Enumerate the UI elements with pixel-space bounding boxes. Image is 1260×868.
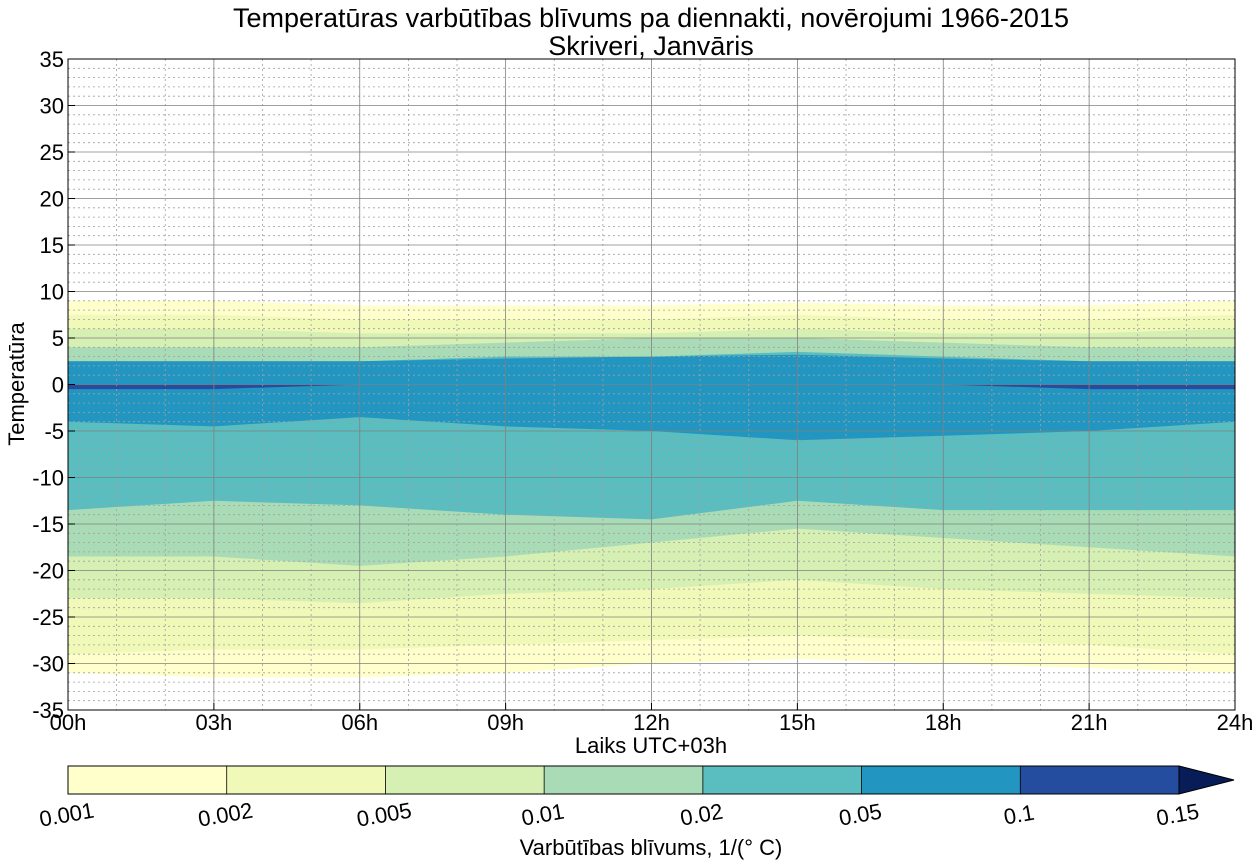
- y-tick-label: -5: [44, 419, 64, 444]
- colorbar-frame: [67, 765, 1180, 795]
- x-tick-label: 09h: [487, 710, 524, 735]
- y-tick-label: -25: [32, 605, 64, 630]
- x-tick-label: 18h: [925, 710, 962, 735]
- x-tick-label: 00h: [50, 710, 87, 735]
- colorbar-tick-label: 0.002: [196, 798, 255, 832]
- y-tick-label: 15: [40, 233, 64, 258]
- colorbar-segment-0.001: [68, 766, 227, 794]
- grid-lines: [67, 58, 1236, 711]
- y-tick-label: 20: [40, 187, 64, 212]
- y-axis-ticks: 35 30 25 20 15 10 5 0 -5 -10 -15 -20 -25 -30 -35: [32, 47, 75, 723]
- y-axis-label: Temperatūra: [4, 321, 29, 445]
- colorbar-label: Varbūtības blīvums, 1/(° C): [520, 835, 783, 860]
- chart-title: Temperatūras varbūtības blīvums pa dienn…: [233, 3, 1069, 33]
- colorbar-extend-triangle: [1178, 765, 1235, 795]
- y-tick-label: -10: [32, 466, 64, 491]
- colorbar-segment-0.005: [385, 766, 545, 794]
- y-tick-label: -15: [32, 512, 64, 537]
- y-tick-label: -30: [32, 652, 64, 677]
- x-tick-label: 03h: [196, 710, 233, 735]
- colorbar-tick-labels: 0.001 0.002 0.005 0.01 0.02 0.05 0.1 0.15: [37, 798, 1201, 832]
- colorbar-tick-label: 0.01: [520, 799, 567, 831]
- chart-subtitle: Skriveri, Janvāris: [548, 31, 754, 61]
- y-tick-label: -35: [32, 698, 64, 723]
- x-tick-label: 21h: [1071, 710, 1108, 735]
- colorbar-tick-label: 0.005: [355, 798, 414, 832]
- x-tick-label: 06h: [341, 710, 378, 735]
- y-tick-label: -20: [32, 559, 64, 584]
- contour-region-0.1: [68, 384, 1235, 390]
- y-tick-label: 10: [40, 280, 64, 305]
- colorbar-segment-0.05: [861, 766, 1021, 794]
- x-tick-label: 12h: [633, 710, 670, 735]
- x-tick-label: 15h: [779, 710, 816, 735]
- colorbar-tick-label: 0.05: [837, 799, 884, 831]
- colorbar-tick-label: 0.15: [1154, 799, 1201, 831]
- colorbar-segment-0.1: [1020, 766, 1179, 794]
- y-tick-label: 0: [52, 373, 64, 398]
- x-axis-ticks: 00h 03h 06h 09h 12h 15h 18h 21h 24h: [50, 703, 1254, 735]
- colorbar-segment-0.01: [544, 766, 703, 794]
- y-tick-label: 30: [40, 94, 64, 119]
- colorbar-segment-0.02: [702, 766, 862, 794]
- colorbar-tick-label: 0.02: [678, 799, 725, 831]
- colorbar-tick-label: 0.1: [1002, 800, 1036, 830]
- colorbar-segment-0.002: [226, 766, 386, 794]
- colorbar: [67, 765, 1235, 795]
- x-tick-label: 24h: [1217, 710, 1254, 735]
- y-tick-label: 5: [52, 326, 64, 351]
- y-tick-label: 25: [40, 140, 64, 165]
- colorbar-tick-label: 0.001: [37, 798, 96, 832]
- x-axis-label: Laiks UTC+03h: [575, 733, 727, 758]
- y-tick-label: 35: [40, 47, 64, 72]
